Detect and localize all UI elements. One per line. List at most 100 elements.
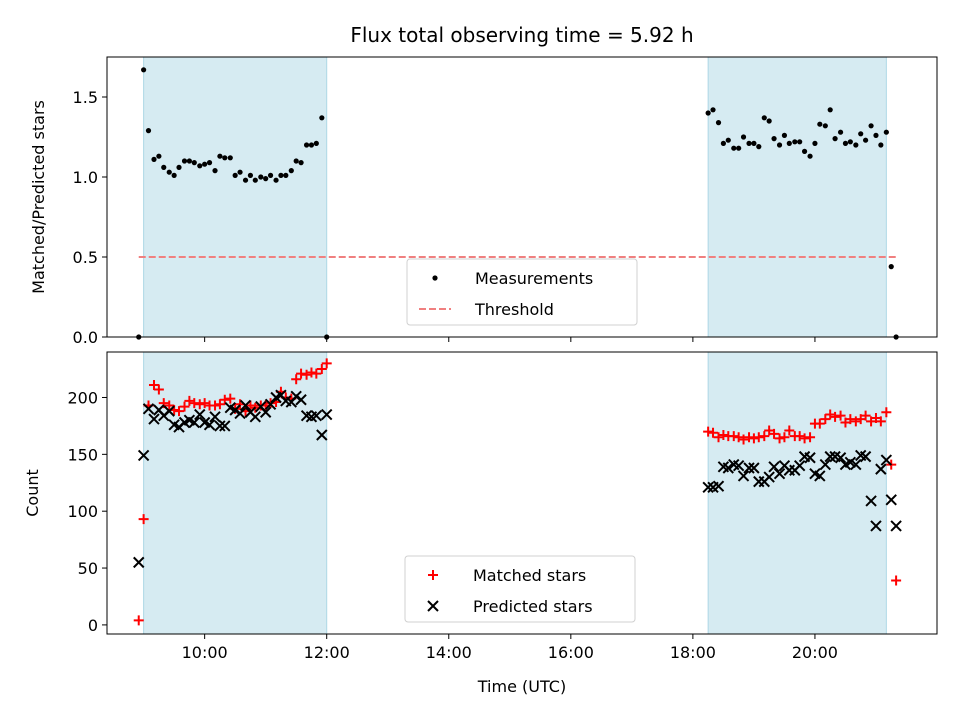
bottom-xlabel: Time (UTC) [477,677,566,696]
bottom-plus-point-53 [779,432,790,443]
top-dot-point-10 [186,158,192,164]
top-dot-point-32 [298,160,304,166]
bottom-plus-point-22 [245,400,256,411]
top-dot-point-52 [776,142,783,148]
top-ytick-label-1: 0.5 [73,248,98,267]
top-dot-point-70 [868,123,874,129]
bottom-plus-point-51 [769,428,780,439]
bottom-x-point-71 [870,520,882,532]
top-dot-point-49 [761,115,767,121]
bottom-ytick-label-3: 150 [67,445,98,464]
bottom-plus-point-39 [708,427,719,438]
bottom-plus-point-52 [774,433,785,444]
top-dot-point-61 [822,123,828,129]
top-dot-point-23 [252,177,258,183]
bottom-x-point-62 [824,450,836,463]
top-dot-point-60 [817,121,823,127]
top-dot-point-11 [191,160,197,166]
top-dot-point-7 [171,172,177,178]
top-dot-point-15 [212,168,218,174]
top-dot-point-1 [141,67,147,73]
bottom-plus-point-54 [784,425,795,436]
bottom-xtick-label-0: 10:00 [182,643,228,662]
bottom-plus-point-49 [759,431,770,442]
bottom-x-point-67 [850,458,862,471]
bottom-x-point-6 [163,405,175,417]
bottom-xtick-label-1: 12:00 [304,643,350,662]
bottom-x-point-20 [234,407,246,420]
bottom-x-point-16 [214,420,226,432]
bottom-ytick-label-2: 100 [67,502,98,521]
top-dot-point-53 [781,132,788,138]
top-dot-point-29 [283,172,289,178]
top-dot-point-43 [731,145,737,151]
top-dot-point-58 [807,153,813,159]
top-legend-box [406,258,638,326]
bottom-x-point-40 [712,480,725,492]
top-dot-point-72 [878,142,884,148]
bottom-plus-point-16 [214,399,225,410]
top-dot-point-54 [786,140,792,146]
bottom-plus-point-35 [311,368,322,379]
top-axes-frame [106,56,938,338]
bottom-xtick-label-5: 20:00 [792,643,838,662]
top-dot-point-20 [237,169,243,175]
top-dot-point-63 [832,136,838,142]
top-dot-point-64 [837,129,844,135]
bottom-plus-point-72 [875,416,886,427]
bottom-plus-point-58 [805,432,816,443]
bottom-x-point-23 [249,411,262,423]
top-dot-point-22 [247,172,254,178]
bottom-x-point-15 [209,411,221,423]
top-ylabel: Matched/Predicted stars [29,100,48,294]
bottom-plus-point-13 [199,398,210,409]
bottom-plus-point-12 [194,399,205,410]
top-dot-point-30 [288,168,294,174]
bottom-plus-point-47 [748,433,759,444]
bottom-x-point-45 [737,470,750,482]
top-dot-point-67 [853,142,859,148]
top-dot-point-38 [705,110,711,116]
bottom-x-point-58 [804,452,816,464]
top-ytick-label-0: 0.0 [73,328,98,347]
top-dot-point-13 [202,161,208,167]
top-dot-point-50 [766,118,772,124]
top-dot-point-28 [278,172,284,178]
top-dot-point-51 [771,136,777,142]
bottom-plus-point-48 [753,432,764,443]
bottom-plus-point-63 [830,411,841,422]
bottom-plus-point-3 [148,379,159,390]
bottom-x-point-32 [295,394,307,406]
top-dot-point-33 [303,142,310,148]
bottom-plus-point-44 [733,432,744,443]
top-legend-label-1: Threshold [474,300,554,319]
bottom-x-point-14 [203,419,216,431]
bottom-axes-frame [106,351,938,635]
top-dot-point-62 [827,107,833,113]
bottom-x-point-31 [290,390,302,403]
bottom-plus-point-38 [703,426,714,437]
top-dot-point-5 [161,164,167,170]
top-dot-point-17 [222,155,228,161]
bottom-plus-point-37 [321,358,332,369]
bottom-x-point-44 [732,460,745,472]
top-dot-point-16 [217,153,223,159]
top-dot-point-4 [156,153,162,159]
bottom-plus-point-66 [845,414,856,425]
top-dot-point-55 [792,139,798,145]
bottom-plus-point-40 [713,432,724,443]
top-dot-point-69 [862,137,869,143]
bottom-ylabel: Count [23,469,42,517]
top-dot-point-44 [736,145,742,151]
top-observing-window-0 [143,56,328,338]
top-dot-point-57 [801,148,808,154]
bottom-plus-point-73 [881,407,892,418]
bottom-plus-point-4 [153,384,164,395]
bottom-x-point-25 [259,406,272,418]
bottom-plus-point-69 [860,410,871,421]
bottom-x-point-56 [793,460,806,472]
top-dot-point-27 [273,177,279,183]
top-legend-key-0 [432,275,438,281]
bottom-plus-point-0 [133,615,144,626]
